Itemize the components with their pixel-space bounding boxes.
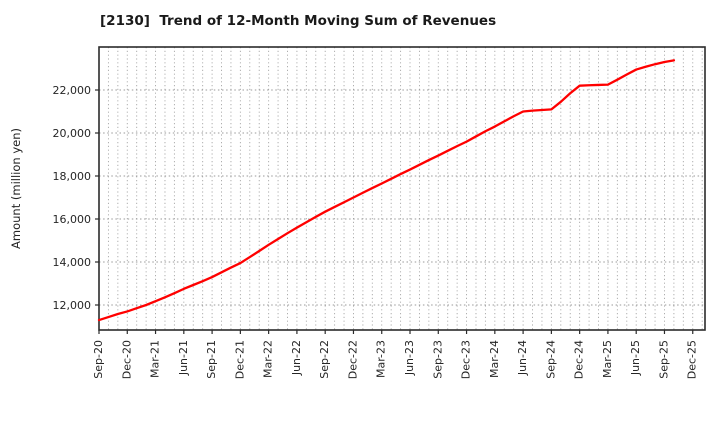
x-tick-label: Sep-23 — [431, 340, 444, 379]
y-tick-label: 16,000 — [53, 213, 92, 226]
x-tick-label: Mar-24 — [488, 340, 501, 378]
x-tick-label: Sep-24 — [544, 340, 557, 379]
x-tick-label: Dec-21 — [233, 340, 246, 379]
plot-border — [98, 46, 706, 331]
x-tick-label: Mar-23 — [375, 340, 388, 378]
x-tick-label: Sep-20 — [92, 340, 105, 379]
x-tick-label: Dec-25 — [686, 340, 699, 379]
revenue-line — [97, 59, 676, 322]
x-tick-label: Dec-20 — [120, 340, 133, 379]
y-tick-label: 12,000 — [53, 299, 92, 312]
y-tick-label: 18,000 — [53, 170, 92, 183]
y-axis-label: Amount (million yen) — [9, 128, 23, 249]
chart-title: [2130] Trend of 12-Month Moving Sum of R… — [100, 13, 497, 29]
x-tick-label: Mar-21 — [149, 340, 162, 378]
x-tick-label: Jun-23 — [403, 340, 416, 376]
x-tick-label: Dec-22 — [346, 340, 359, 379]
x-tick-label: Jun-22 — [290, 340, 303, 376]
x-tick-label: Sep-21 — [205, 340, 218, 379]
x-tick-label: Sep-25 — [657, 340, 670, 379]
x-tick-label: Jun-25 — [629, 340, 642, 376]
x-tick-label: Mar-25 — [601, 340, 614, 378]
y-tick-label: 20,000 — [53, 127, 92, 140]
x-tick-label: Dec-23 — [460, 340, 473, 379]
x-tick-label: Sep-22 — [318, 340, 331, 379]
x-tick-label: Dec-24 — [573, 340, 586, 379]
x-tick-label: Jun-24 — [516, 340, 529, 376]
y-tick-label: 22,000 — [53, 84, 92, 97]
y-tick-label: 14,000 — [53, 256, 92, 269]
x-tick-label: Jun-21 — [177, 340, 190, 376]
x-tick-label: Mar-22 — [262, 340, 275, 378]
